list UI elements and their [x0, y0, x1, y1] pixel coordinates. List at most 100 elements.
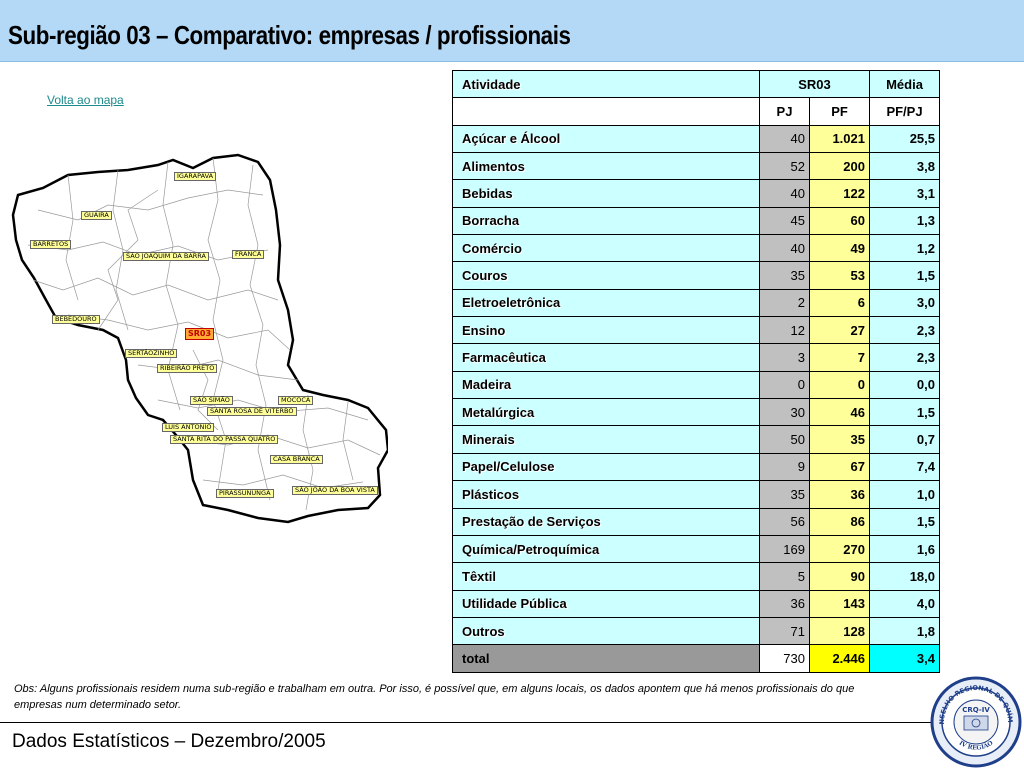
table-total-row: total 730 2.446 3,4: [452, 644, 940, 673]
pfpj-cell: 1,3: [869, 206, 940, 236]
pfpj-cell: 3,1: [869, 179, 940, 208]
map-city-label: BEBEDOURO: [52, 315, 100, 324]
pf-cell: 46: [809, 398, 870, 427]
pf-cell: 6: [809, 288, 870, 318]
table-row: Química/Petroquímica 169 270 1,6: [452, 534, 940, 564]
header-activity: Atividade: [452, 69, 760, 99]
pfpj-cell: 3,0: [869, 288, 940, 318]
pj-cell: 36: [759, 589, 810, 618]
pfpj-cell: 25,5: [869, 124, 940, 154]
region-map-shape: [11, 153, 388, 524]
map-city-label: LUIS ANTONIO: [162, 423, 215, 432]
table-row: Madeira 0 0 0,0: [452, 370, 940, 400]
pj-cell: 12: [759, 316, 810, 345]
activity-cell: Couros: [452, 261, 760, 290]
table-row: Papel/Celulose 9 67 7,4: [452, 452, 940, 482]
pj-cell: 30: [759, 398, 810, 427]
activity-cell: Borracha: [452, 206, 760, 236]
pf-cell: 90: [809, 562, 870, 591]
map-city-label: SANTA RITA DO PASSA QUATRO: [170, 435, 279, 444]
pj-cell: 730: [759, 644, 810, 673]
pfpj-cell: 2,3: [869, 343, 940, 372]
back-to-map-link[interactable]: Volta ao mapa: [47, 93, 124, 107]
pfpj-cell: 1,2: [869, 234, 940, 263]
region-map: IGARAPAVA GUAIRA BARRETOS SÃO JOAQUIM DA…: [8, 150, 388, 530]
pj-cell: 35: [759, 480, 810, 509]
pf-cell: 60: [809, 206, 870, 236]
pj-cell: 40: [759, 234, 810, 263]
footer-divider: [0, 722, 932, 723]
pfpj-cell: 4,0: [869, 589, 940, 618]
table-row: Alimentos 52 200 3,8: [452, 152, 940, 181]
map-city-label: RIBEIRÃO PRETO: [157, 364, 218, 373]
activity-cell: Utilidade Pública: [452, 589, 760, 618]
seal-center-text: CRQ-IV: [962, 706, 990, 714]
map-city-label: CASA BRANCA: [270, 455, 323, 464]
map-city-label: SÃO JOAQUIM DA BARRA: [123, 252, 210, 261]
map-city-label: FRANCA: [232, 250, 265, 259]
map-city-label: SANTA ROSA DE VITERBO: [207, 407, 297, 416]
activity-cell: Plásticos: [452, 480, 760, 509]
table-subheader-row: PJ PF PF/PJ: [452, 97, 940, 126]
pf-cell: 36: [809, 480, 870, 509]
pf-cell: 122: [809, 179, 870, 208]
pfpj-cell: 0,7: [869, 425, 940, 454]
pf-cell: 128: [809, 616, 870, 646]
table-row: Açúcar e Álcool 40 1.021 25,5: [452, 124, 940, 154]
pj-cell: 169: [759, 534, 810, 564]
pfpj-cell: 3,4: [869, 644, 940, 673]
table-row: Têxtil 5 90 18,0: [452, 562, 940, 591]
observation-note: Obs: Alguns profissionais residem numa s…: [14, 683, 855, 711]
pf-cell: 270: [809, 534, 870, 564]
pj-cell: 2: [759, 288, 810, 318]
header-sr03: SR03: [759, 69, 870, 99]
activity-cell: Bebidas: [452, 179, 760, 208]
pj-cell: 50: [759, 425, 810, 454]
pf-cell: 7: [809, 343, 870, 372]
activity-cell: Têxtil: [452, 562, 760, 591]
map-city-label: IGARAPAVA: [174, 172, 217, 181]
pf-cell: 2.446: [809, 644, 870, 673]
map-region-label: SR03: [185, 328, 215, 340]
pf-cell: 200: [809, 152, 870, 181]
pf-cell: 35: [809, 425, 870, 454]
pfpj-cell: 18,0: [869, 562, 940, 591]
activity-cell: Química/Petroquímica: [452, 534, 760, 564]
pfpj-cell: 1,0: [869, 480, 940, 509]
pf-cell: 49: [809, 234, 870, 263]
table-row: Couros 35 53 1,5: [452, 261, 940, 290]
pfpj-cell: 3,8: [869, 152, 940, 181]
pf-cell: 0: [809, 370, 870, 400]
pfpj-cell: 1,8: [869, 616, 940, 646]
table-row: Prestação de Serviços 56 86 1,5: [452, 507, 940, 536]
activity-cell: Farmacêutica: [452, 343, 760, 372]
pj-cell: 56: [759, 507, 810, 536]
table-row: Ensino 12 27 2,3: [452, 316, 940, 345]
pj-cell: 35: [759, 261, 810, 290]
activity-cell: Comércio: [452, 234, 760, 263]
activity-cell: Outros: [452, 616, 760, 646]
activity-cell: Açúcar e Álcool: [452, 124, 760, 154]
pfpj-cell: 1,5: [869, 507, 940, 536]
pfpj-cell: 0,0: [869, 370, 940, 400]
comparison-table: Atividade SR03 Média PJ PF PF/PJ Açúcar …: [452, 69, 940, 673]
map-city-label: PIRASSUNUNGA: [216, 489, 274, 498]
table-row: Comércio 40 49 1,2: [452, 234, 940, 263]
pfpj-cell: 1,6: [869, 534, 940, 564]
activity-cell: total: [452, 644, 760, 673]
activity-cell: Prestação de Serviços: [452, 507, 760, 536]
pj-cell: 45: [759, 206, 810, 236]
title-bar: Sub-região 03 – Comparativo: empresas / …: [0, 0, 1024, 62]
pj-cell: 0: [759, 370, 810, 400]
pj-cell: 9: [759, 452, 810, 482]
pfpj-cell: 7,4: [869, 452, 940, 482]
pj-cell: 71: [759, 616, 810, 646]
pf-cell: 27: [809, 316, 870, 345]
table-row: Outros 71 128 1,8: [452, 616, 940, 646]
pf-cell: 67: [809, 452, 870, 482]
activity-cell: Alimentos: [452, 152, 760, 181]
pf-cell: 53: [809, 261, 870, 290]
activity-cell: Ensino: [452, 316, 760, 345]
pf-cell: 143: [809, 589, 870, 618]
pfpj-cell: 2,3: [869, 316, 940, 345]
